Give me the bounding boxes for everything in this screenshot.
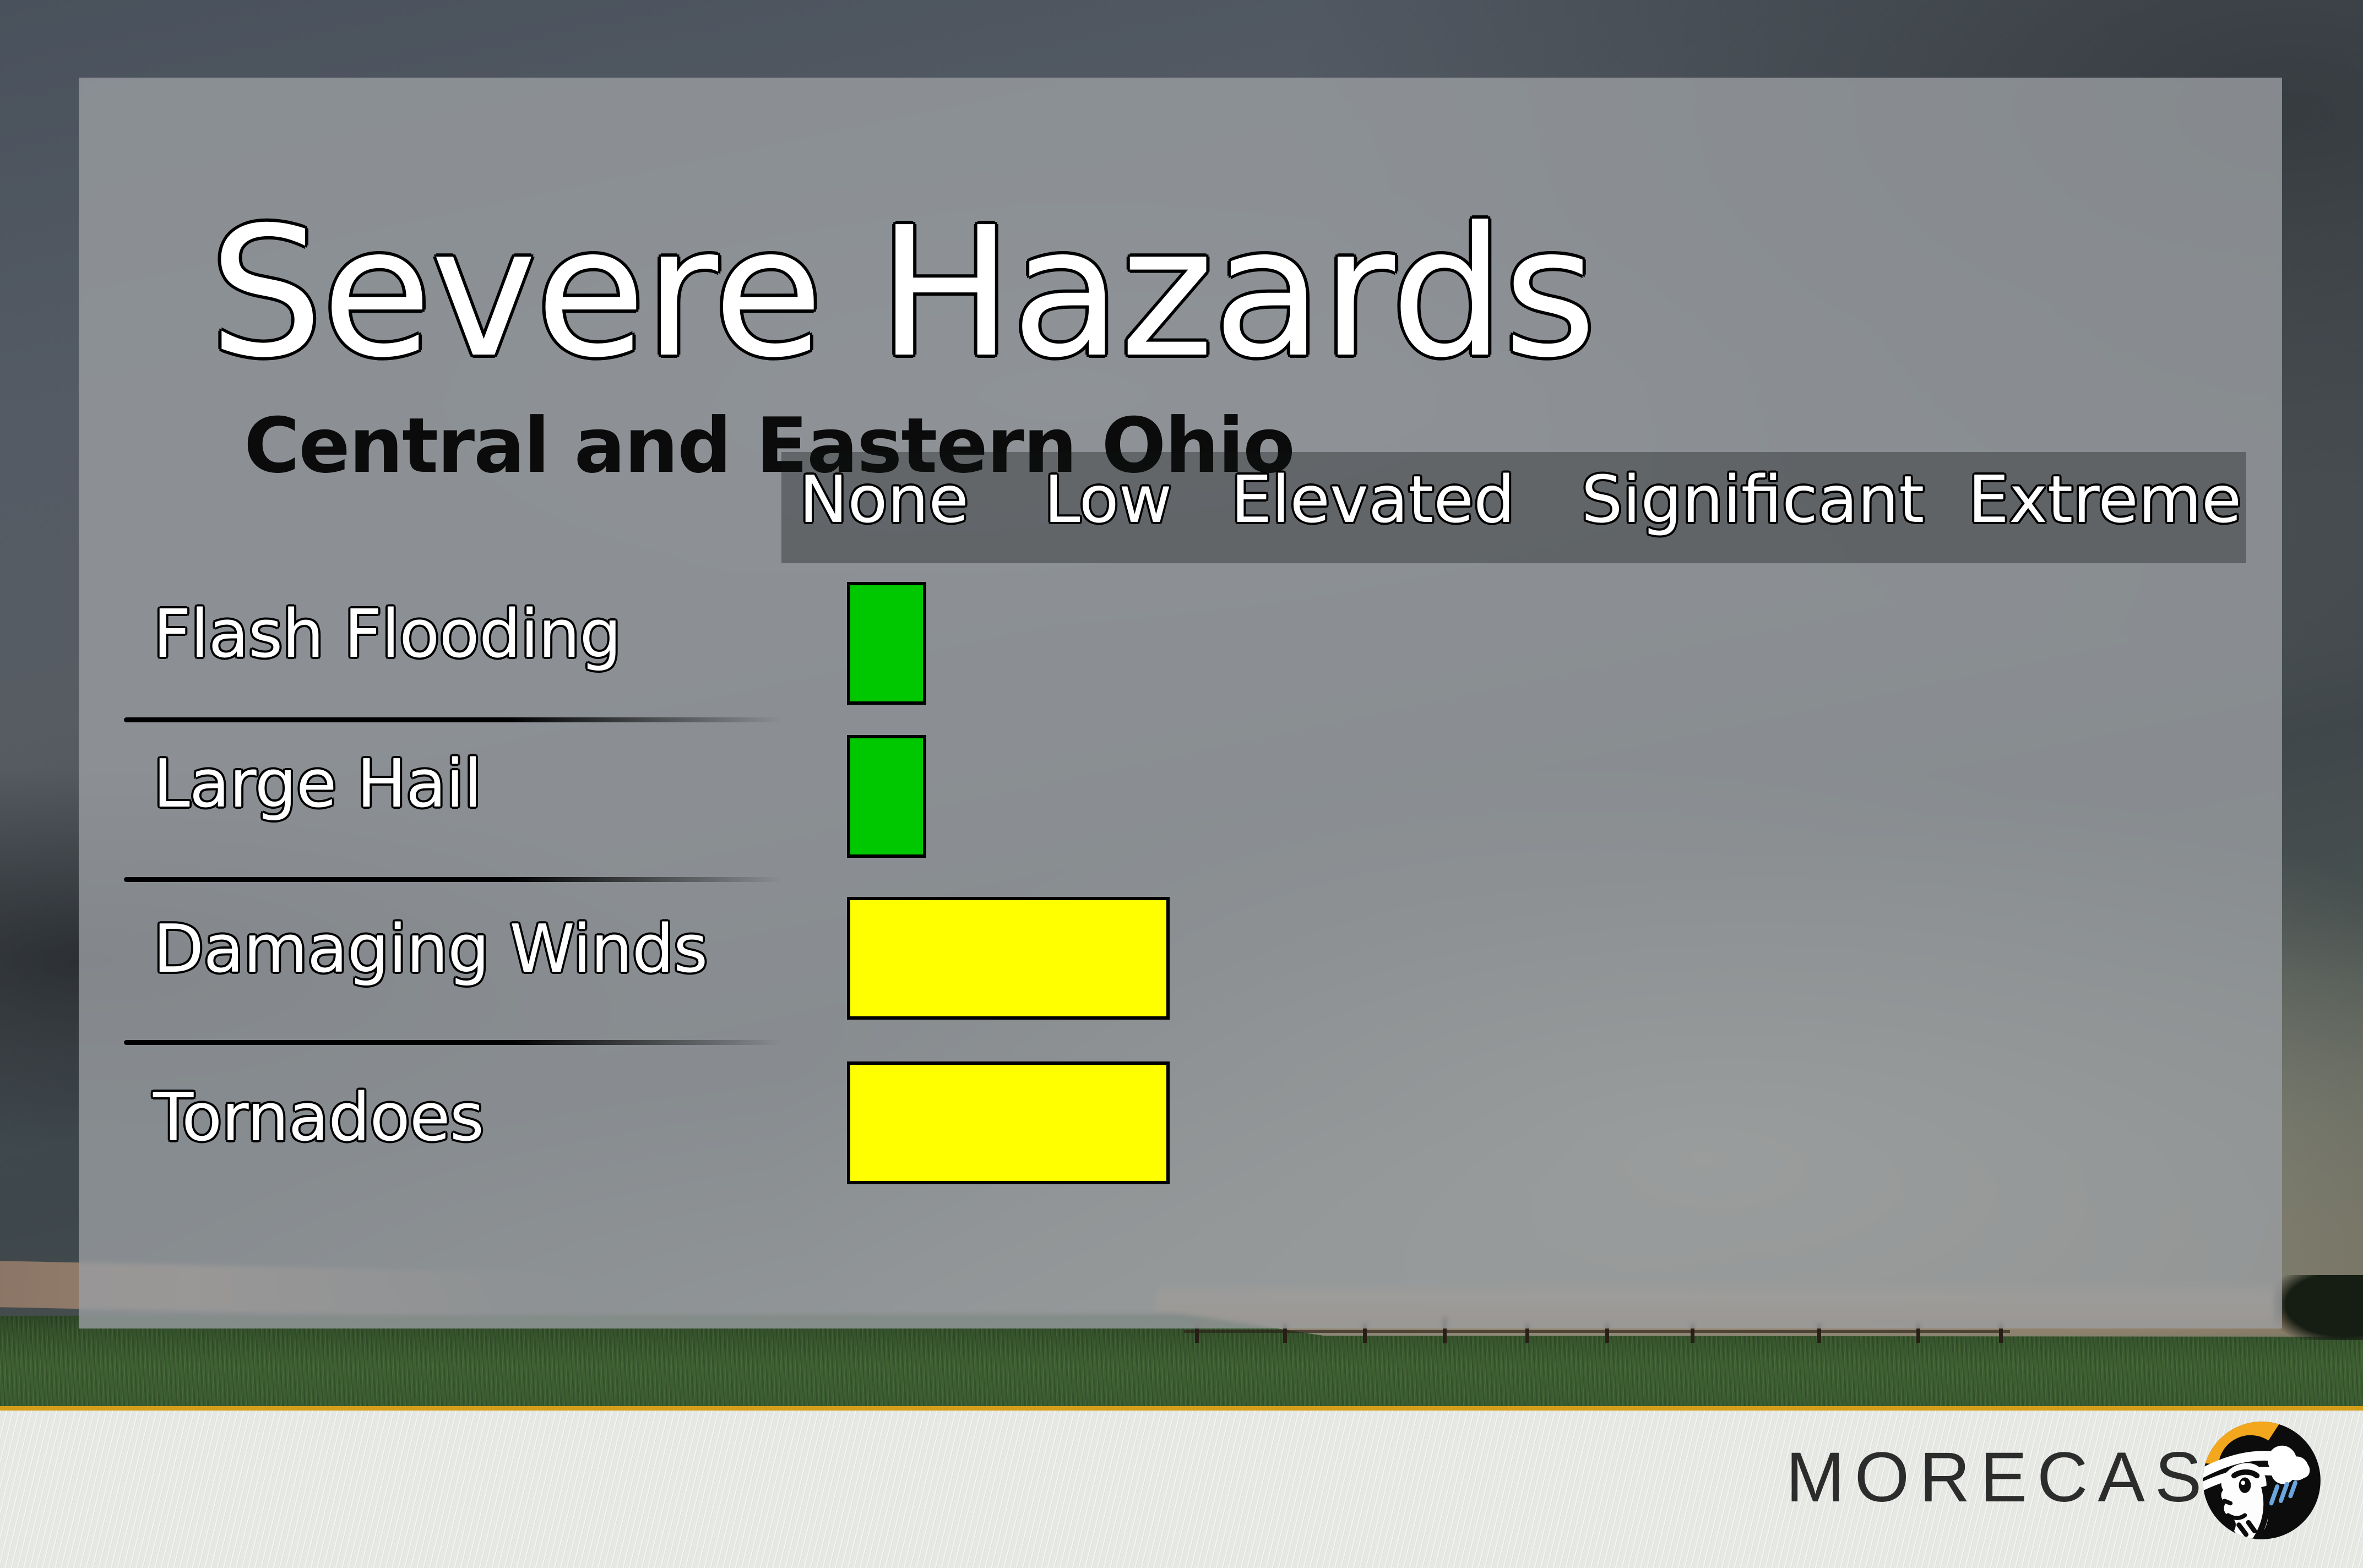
- page-subtitle: Central and Eastern Ohio: [244, 401, 1295, 490]
- row-divider: [124, 877, 787, 882]
- risk-bar-large-hail: [847, 735, 926, 858]
- hazard-label-damaging-winds: Damaging Winds: [153, 911, 708, 988]
- content-panel: Severe Hazards Central and Eastern Ohio: [79, 78, 2282, 1329]
- morecast-wordmark: MORECAST: [1786, 1438, 2265, 1517]
- hazard-label-large-hail: Large Hail: [153, 746, 482, 823]
- risk-bar-damaging-winds: [847, 897, 1170, 1020]
- risk-scale-bar: [781, 452, 2246, 563]
- scale-label-significant: Significant: [1581, 461, 1925, 537]
- risk-bar-tornadoes: [847, 1061, 1170, 1184]
- branding-bar: [0, 1411, 2363, 1568]
- hazard-label-flash-flooding: Flash Flooding: [153, 596, 622, 673]
- risk-bar-flash-flooding: [847, 582, 926, 705]
- tree-silhouette: [2273, 1275, 2363, 1340]
- fence-rail: [1184, 1330, 2010, 1333]
- page-title: Severe Hazards: [209, 188, 1596, 397]
- scale-label-elevated: Elevated: [1231, 461, 1515, 537]
- hazard-label-tornadoes: Tornadoes: [153, 1080, 484, 1156]
- scale-label-none: None: [799, 461, 969, 537]
- scale-label-extreme: Extreme: [1968, 461, 2242, 537]
- morecast-face-icon: [2202, 1420, 2322, 1540]
- row-divider: [124, 717, 787, 722]
- scale-label-low: Low: [1044, 461, 1172, 537]
- gold-accent-line: [0, 1406, 2363, 1411]
- row-divider: [124, 1040, 787, 1045]
